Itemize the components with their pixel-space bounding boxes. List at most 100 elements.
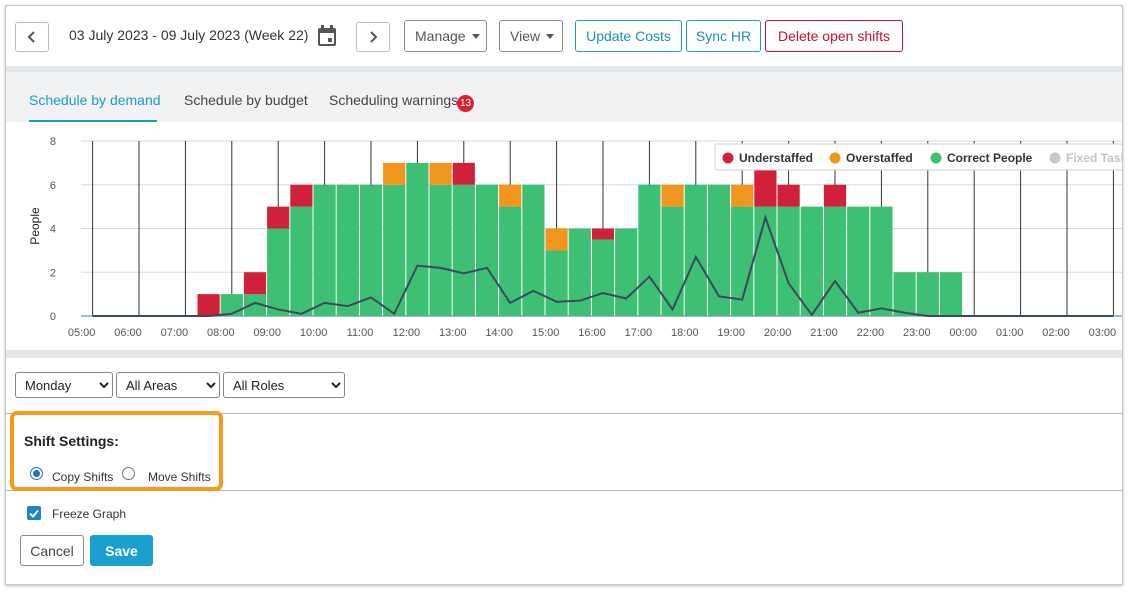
freeze-graph-checkbox[interactable] [27, 506, 41, 520]
correct-people-bar [939, 272, 963, 316]
chart-legend: Understaffed Overstaffed Correct People Fix… [714, 143, 1123, 171]
tab-scheduling-warnings[interactable]: Scheduling warnings [329, 92, 459, 108]
understaffed-bar [290, 184, 313, 207]
correct-people-bar [383, 184, 406, 316]
correct-people-bar [777, 206, 800, 316]
move-shifts-radio[interactable] [122, 467, 135, 480]
correct-people-bar [847, 206, 870, 316]
warnings-count-badge: 13 [457, 95, 474, 112]
tab-schedule-by-demand[interactable]: Schedule by demand [29, 92, 161, 108]
app-window: 03 July 2023 - 09 July 2023 (Week 22) Ma… [5, 5, 1123, 585]
staffing-chart: 0 2 4 6 8 05:00 06:00 07:00 08:00 09:00 10:00 11:00… [6, 122, 1123, 354]
overstaffed-bar [429, 162, 452, 185]
caret-down-icon [471, 33, 480, 39]
correct-people-bar [452, 184, 475, 316]
x-tick-label: 18:00 [671, 327, 699, 339]
view-label: View [510, 28, 541, 44]
delete-open-shifts-button[interactable]: Delete open shifts [765, 20, 903, 52]
understaffed-bar [777, 184, 800, 207]
chevron-right-icon [370, 31, 378, 43]
legend-label: Fixed Task [1066, 151, 1123, 165]
x-tick-label: 06:00 [114, 327, 142, 339]
update-costs-button[interactable]: Update Costs [575, 20, 682, 52]
y-tick-label: 4 [50, 224, 56, 236]
manage-dropdown[interactable]: Manage [404, 20, 487, 52]
view-dropdown[interactable]: View [499, 20, 563, 52]
tab-schedule-by-budget[interactable]: Schedule by budget [184, 92, 308, 108]
divider [6, 490, 1122, 491]
area-filter-select[interactable]: All Areas [116, 372, 220, 398]
understaffed-bar [754, 162, 777, 207]
y-tick-label: 8 [50, 136, 56, 148]
chart-separator [6, 350, 1122, 358]
x-tick-label: 13:00 [439, 327, 467, 339]
understaffed-bar [197, 294, 220, 316]
correct-people-bar [870, 206, 893, 316]
y-axis-label: People [28, 207, 42, 245]
x-tick-label: 12:00 [393, 327, 421, 339]
divider [6, 413, 1122, 414]
understaffed-bar [823, 184, 847, 207]
correct-people-bar [638, 184, 661, 316]
legend-marker [1049, 152, 1061, 164]
overstaffed-bar [731, 184, 754, 207]
role-filter-select[interactable]: All Roles [223, 372, 345, 398]
correct-people-bar [313, 184, 336, 316]
chevron-left-icon [27, 31, 35, 43]
save-button[interactable]: Save [90, 535, 153, 566]
shift-settings-title: Shift Settings: [24, 433, 119, 449]
y-tick-label: 0 [50, 311, 56, 323]
overstaffed-bar [661, 184, 684, 207]
active-tab-indicator [29, 120, 157, 123]
toolbar: 03 July 2023 - 09 July 2023 (Week 22) Ma… [6, 6, 1122, 68]
correct-people-bar [661, 206, 684, 316]
x-tick-label: 17:00 [625, 327, 653, 339]
legend-marker [829, 152, 841, 164]
x-tick-label: 21:00 [810, 327, 838, 339]
overstaffed-bar [499, 184, 522, 207]
correct-people-bar [336, 184, 359, 316]
correct-people-bar [267, 228, 290, 316]
next-week-button[interactable] [356, 22, 390, 52]
checkmark-icon [29, 509, 39, 518]
correct-people-bar [522, 184, 545, 316]
correct-people-bar [545, 250, 568, 316]
legend-marker [722, 152, 734, 164]
legend-label: Correct People [947, 151, 1033, 165]
x-tick-label: 20:00 [764, 327, 792, 339]
x-tick-label: 09:00 [253, 327, 281, 339]
move-shifts-label: Move Shifts [148, 470, 211, 484]
legend-marker [930, 152, 942, 164]
prev-week-button[interactable] [15, 22, 49, 52]
correct-people-bar [406, 162, 429, 316]
staffing-chart-svg: 0 2 4 6 8 05:00 06:00 07:00 08:00 09:00 10:00 11:00… [28, 136, 1123, 339]
calendar-icon[interactable] [317, 25, 337, 47]
understaffed-bar [591, 228, 615, 240]
correct-people-bar [731, 206, 754, 316]
understaffed-bar [267, 206, 290, 229]
x-tick-label: 23:00 [903, 327, 931, 339]
correct-people-bar [823, 206, 847, 316]
sync-hr-button[interactable]: Sync HR [686, 20, 761, 52]
legend-label: Understaffed [739, 151, 813, 165]
cancel-button[interactable]: Cancel [20, 535, 84, 566]
correct-people-bar [475, 184, 499, 316]
day-filter-select[interactable]: Monday [15, 372, 113, 398]
x-tick-label: 00:00 [949, 327, 977, 339]
correct-people-bar [359, 184, 383, 316]
correct-people-bar [893, 272, 916, 316]
x-tick-label: 15:00 [532, 327, 560, 339]
correct-people-bar [615, 228, 638, 316]
y-tick-label: 6 [50, 180, 56, 192]
understaffed-bar [243, 272, 267, 295]
freeze-graph-label: Freeze Graph [52, 507, 127, 521]
x-tick-label: 19:00 [717, 327, 745, 339]
x-tick-label: 02:00 [1042, 327, 1070, 339]
demand-line [92, 214, 1114, 317]
copy-shifts-label: Copy Shifts [52, 470, 114, 484]
copy-shifts-radio[interactable] [30, 467, 43, 480]
x-tick-label: 16:00 [578, 327, 606, 339]
correct-people-bar [243, 294, 267, 316]
x-tick-label: 07:00 [161, 327, 189, 339]
correct-people-bar [707, 184, 731, 316]
